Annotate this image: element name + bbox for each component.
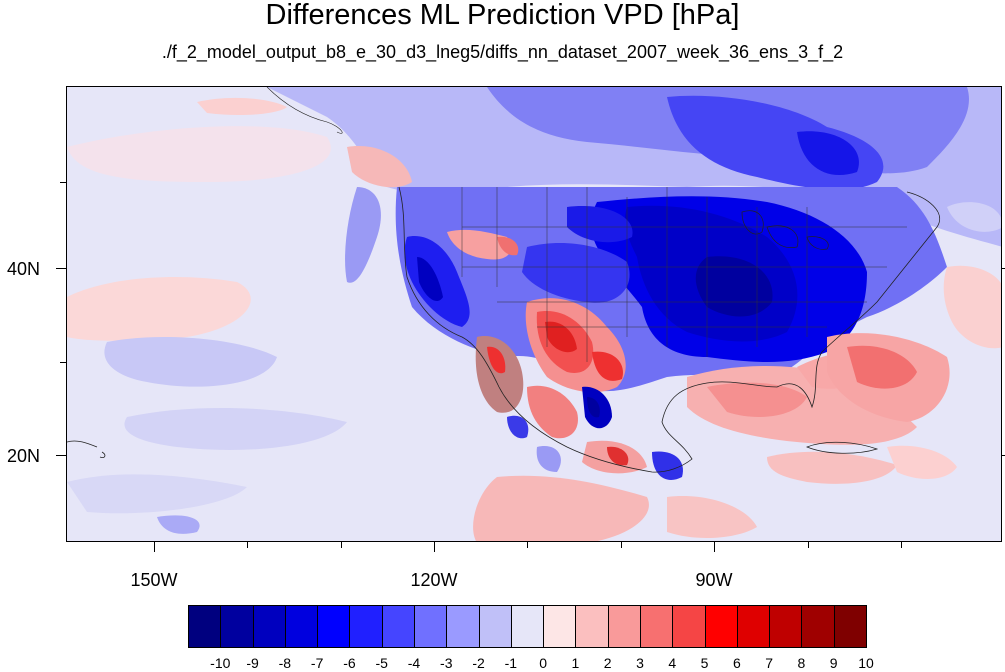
colorbar-swatch: [736, 605, 771, 648]
colorbar-tick-label: -5: [375, 655, 388, 671]
colorbar-tick-label: 6: [732, 655, 741, 671]
lat-label-20n: 20N: [6, 446, 40, 466]
lat-tick: [60, 182, 66, 183]
colorbar: [188, 605, 867, 648]
colorbar-swatch: [769, 605, 803, 648]
colorbar-tick-label: 10: [858, 655, 874, 671]
colorbar-swatch: [510, 605, 545, 648]
lon-tick: [341, 542, 342, 548]
colorbar-swatch: [607, 605, 641, 648]
colorbar-swatch: [833, 605, 867, 648]
colorbar-tick-label: 1: [571, 655, 580, 671]
colorbar-swatch: [220, 605, 254, 648]
colorbar-tick-label: 5: [700, 655, 709, 671]
lon-tick: [434, 542, 435, 552]
colorbar-swatch: [188, 605, 222, 648]
lat-tick: [1002, 268, 1005, 269]
lat-tick: [1002, 455, 1005, 456]
colorbar-swatch: [446, 605, 480, 648]
colorbar-swatch: [478, 605, 512, 648]
lon-tick: [527, 542, 528, 548]
lon-label-90w: 90W: [695, 570, 733, 590]
colorbar-tick-label: 9: [829, 655, 838, 671]
lon-tick: [901, 542, 902, 548]
colorbar-tick-label: 0: [539, 655, 548, 671]
colorbar-tick-label: -9: [246, 655, 259, 671]
colorbar-tick-label: 2: [603, 655, 612, 671]
map-subtitle: ./f_2_model_output_b8_e_30_d3_lneg5/diff…: [161, 42, 844, 62]
colorbar-swatch: [317, 605, 351, 648]
colorbar-swatch: [575, 605, 609, 648]
colorbar-tick-label: -6: [343, 655, 356, 671]
lon-label-120w: 120W: [410, 570, 458, 590]
colorbar-swatch: [672, 605, 706, 648]
colorbar-swatch: [640, 605, 674, 648]
lat-label-40n: 40N: [6, 259, 40, 279]
colorbar-swatch: [543, 605, 577, 648]
colorbar-tick-label: -1: [504, 655, 518, 671]
map-title: Differences ML Prediction VPD [hPa]: [265, 0, 740, 31]
colorbar-swatch: [252, 605, 286, 648]
lat-tick: [56, 455, 66, 456]
colorbar-tick-label: -10: [210, 655, 231, 671]
colorbar-swatch: [349, 605, 383, 648]
lon-tick: [714, 542, 715, 552]
colorbar-tick-label: -7: [310, 655, 324, 671]
colorbar-tick-label: 7: [765, 655, 774, 671]
colorbar-tick-label: -8: [278, 655, 292, 671]
colorbar-tick-label: -4: [407, 655, 421, 671]
colorbar-tick-label: 8: [797, 655, 806, 671]
colorbar-swatch: [414, 605, 448, 648]
lat-tick: [60, 362, 66, 363]
lat-tick: [56, 268, 66, 269]
colorbar-tick-label: -3: [440, 655, 453, 671]
vpd-difference-map: [67, 87, 1001, 541]
lon-tick: [621, 542, 622, 548]
lon-tick: [247, 542, 248, 548]
colorbar-tick-label: 4: [668, 655, 677, 671]
colorbar-swatch: [801, 605, 835, 648]
colorbar-tick-label: 3: [636, 655, 644, 671]
colorbar-tick-label: -2: [472, 655, 485, 671]
colorbar-swatch: [704, 605, 738, 648]
colorbar-swatch: [381, 605, 415, 648]
colorbar-swatch: [284, 605, 319, 648]
lon-label-150w: 150W: [130, 570, 178, 590]
map-frame: [66, 86, 1002, 542]
lon-tick: [154, 542, 155, 552]
lon-tick: [808, 542, 809, 548]
